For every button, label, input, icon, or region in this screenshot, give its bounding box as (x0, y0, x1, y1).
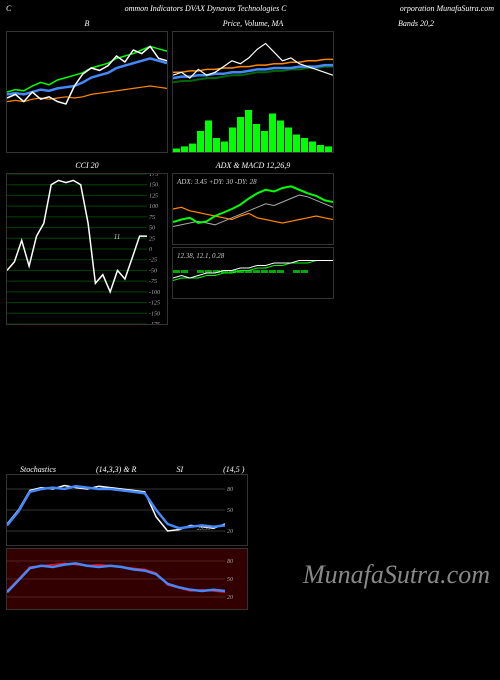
chart-rsi: 80 50 20 (6, 548, 248, 610)
row-3-titles: Stochastics (14,3,3) & R SI (14,5 ) (0, 465, 500, 474)
svg-text:175: 175 (149, 174, 158, 178)
svg-text:-75: -75 (149, 279, 157, 285)
chart-price-wrap: Price, Volume, MA (172, 17, 334, 153)
svg-text:75: 75 (149, 215, 155, 221)
svg-text:11: 11 (114, 233, 120, 241)
page-header: C ommon Indicators DVAX Dynavax Technolo… (0, 0, 500, 17)
svg-text:25: 25 (149, 236, 155, 242)
svg-text:50: 50 (149, 226, 155, 232)
chart-adx-title: ADX & MACD 12,26,9 (172, 159, 334, 173)
chart-cci-wrap: CCI 20 175 150 125 100 75 50 25 0 -25 -50 -75 -100 -… (6, 159, 168, 325)
svg-text:150: 150 (149, 183, 158, 189)
svg-text:-175: -175 (149, 322, 160, 324)
svg-text:0: 0 (149, 247, 152, 253)
chart-bands-sub: Bands 20,2 (338, 17, 494, 31)
chart-stochastics: 80 50 20 23.59 (6, 474, 248, 546)
chart-price (172, 31, 334, 153)
rsi-title: SI (176, 465, 183, 474)
svg-text:80: 80 (227, 559, 233, 565)
chart-bbands-title: B (6, 17, 168, 31)
chart-cci: 175 150 125 100 75 50 25 0 -25 -50 -75 -100 -125 -150… (6, 173, 168, 325)
svg-text:ADX: 3.45 +DY: 30 -DY: 28: ADX: 3.45 +DY: 30 -DY: 28 (176, 178, 257, 186)
chart-bbands-wrap: B (6, 17, 168, 153)
row-2: CCI 20 175 150 125 100 75 50 25 0 -25 -50 -75 -100 -… (0, 159, 500, 325)
chart-bands-label-wrap: Bands 20,2 (338, 17, 494, 153)
stoch-params: (14,3,3) & R (96, 465, 136, 474)
svg-text:-125: -125 (149, 301, 160, 307)
svg-text:80: 80 (227, 487, 233, 493)
svg-text:50: 50 (227, 508, 233, 514)
header-right: orporation MunafaSutra.com (400, 4, 494, 13)
svg-text:20: 20 (227, 529, 233, 535)
svg-text:-150: -150 (149, 311, 160, 317)
rsi-params: (14,5 ) (223, 465, 244, 474)
svg-text:-100: -100 (149, 290, 160, 296)
svg-text:-25: -25 (149, 258, 157, 264)
header-center: ommon Indicators DVAX Dynavax Technologi… (125, 4, 287, 13)
svg-text:12.38, 12.1, 0.28: 12.38, 12.1, 0.28 (177, 252, 225, 260)
chart-macd: 12.38, 12.1, 0.28 (172, 247, 334, 299)
stoch-title: Stochastics (20, 465, 56, 474)
chart-cci-title: CCI 20 (6, 159, 168, 173)
row-3: 80 50 20 23.59 (0, 474, 500, 546)
svg-text:20: 20 (227, 595, 233, 601)
svg-text:23.59: 23.59 (197, 526, 211, 532)
svg-text:100: 100 (149, 204, 158, 210)
svg-text:-50: -50 (149, 268, 157, 274)
chart-adx: ADX: 3.45 +DY: 30 -DY: 28 (172, 173, 334, 245)
watermark: MunafaSutra.com (303, 560, 490, 590)
svg-text:50: 50 (227, 577, 233, 583)
svg-text:125: 125 (149, 193, 158, 199)
header-left: C (6, 4, 11, 13)
row-1: B Price, Volume, MA Bands 20,2 (0, 17, 500, 153)
spacer (0, 325, 500, 465)
chart-price-title: Price, Volume, MA (172, 17, 334, 31)
chart-bbands (6, 31, 168, 153)
chart-adx-macd-wrap: ADX & MACD 12,26,9 ADX: 3.45 +DY: 30 -DY… (172, 159, 334, 325)
